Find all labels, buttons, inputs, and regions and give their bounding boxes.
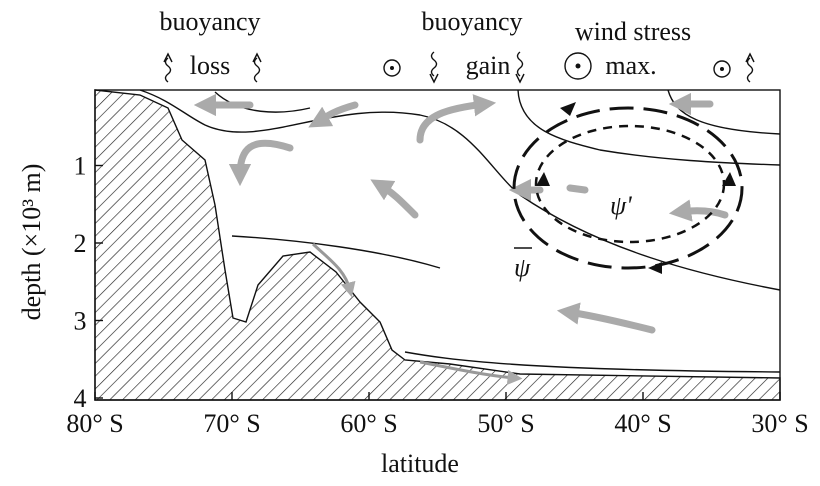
diagram: buoyancy loss buoyancy gain wind stress …: [0, 0, 820, 486]
loop-arrowheads: [536, 102, 736, 274]
eddy-label: ψ': [610, 191, 632, 220]
topography: [95, 90, 780, 400]
mean-loop: [514, 108, 742, 268]
x-tick-label: 40° S: [614, 409, 671, 438]
dots: [390, 64, 724, 72]
x-tick-label: 50° S: [477, 409, 534, 438]
x-axis-label: latitude: [381, 449, 459, 478]
y-tick-label: 3: [74, 307, 87, 336]
eddy-loop: [536, 126, 724, 242]
mean-label: ψ: [514, 253, 531, 282]
x-tick-label: 70° S: [203, 409, 260, 438]
header-label: max.: [605, 51, 656, 80]
y-tick-label: 4: [74, 384, 87, 413]
x-tick-label: 60° S: [340, 409, 397, 438]
x-tick-label: 80° S: [66, 409, 123, 438]
y-axis-label: depth (×10³ m): [17, 164, 46, 321]
header-label: buoyancy: [421, 7, 522, 36]
header-label: wind stress: [575, 17, 691, 46]
header-label: gain: [466, 51, 511, 80]
header-label: buoyancy: [159, 7, 260, 36]
flux-symbols: [164, 52, 754, 82]
y-tick-label: 1: [74, 152, 87, 181]
y-tick-label: 2: [74, 229, 87, 258]
header-label: loss: [190, 51, 230, 80]
x-tick-label: 30° S: [751, 409, 808, 438]
